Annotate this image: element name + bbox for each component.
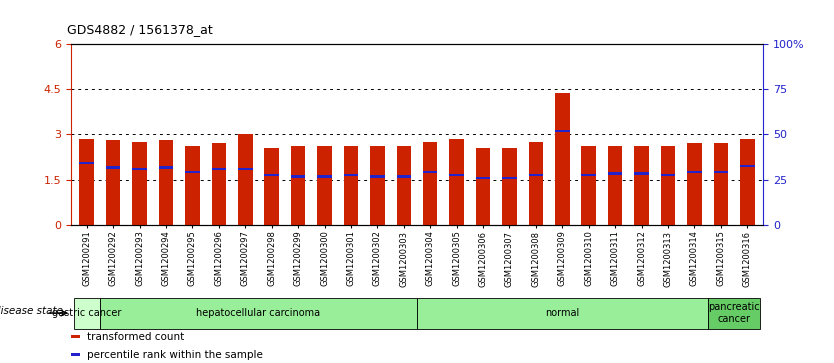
Text: disease state: disease state — [0, 306, 63, 316]
Bar — [100, 298, 417, 329]
Bar — [133, 168, 147, 170]
Bar — [344, 174, 359, 176]
Bar — [291, 175, 305, 178]
Bar — [475, 177, 490, 179]
Bar — [317, 175, 332, 178]
Bar — [185, 171, 199, 174]
Bar — [740, 165, 755, 167]
Bar — [396, 146, 411, 225]
Bar — [133, 142, 147, 225]
Text: percentile rank within the sample: percentile rank within the sample — [87, 350, 263, 359]
Bar — [707, 298, 761, 329]
Bar — [555, 130, 570, 132]
Bar — [423, 142, 438, 225]
Bar — [238, 168, 253, 170]
Text: GDS4882 / 1561378_at: GDS4882 / 1561378_at — [67, 23, 213, 36]
Bar — [502, 177, 517, 179]
Bar — [212, 143, 226, 225]
Bar — [185, 146, 199, 225]
Bar — [635, 172, 649, 175]
Bar — [661, 174, 676, 176]
Text: pancreatic
cancer: pancreatic cancer — [708, 302, 760, 324]
Text: hepatocellular carcinoma: hepatocellular carcinoma — [197, 308, 320, 318]
Bar — [635, 146, 649, 225]
Bar — [661, 146, 676, 225]
Bar — [106, 166, 120, 169]
Bar — [714, 143, 728, 225]
Bar — [417, 298, 707, 329]
Bar — [529, 174, 543, 176]
Bar — [212, 168, 226, 170]
Bar — [264, 148, 279, 225]
Bar — [158, 140, 173, 225]
Bar — [396, 175, 411, 178]
Text: transformed count: transformed count — [87, 331, 184, 342]
Bar — [608, 146, 622, 225]
Bar — [529, 142, 543, 225]
Bar — [608, 172, 622, 175]
Bar — [502, 148, 517, 225]
Bar — [740, 139, 755, 225]
Bar — [450, 174, 464, 176]
Bar — [73, 298, 100, 329]
Bar — [370, 146, 384, 225]
Bar — [450, 139, 464, 225]
Bar — [475, 148, 490, 225]
Bar — [317, 146, 332, 225]
Bar — [687, 171, 701, 174]
Bar — [370, 175, 384, 178]
Bar — [264, 174, 279, 176]
Bar — [71, 352, 80, 356]
Bar — [581, 174, 596, 176]
Text: gastric cancer: gastric cancer — [52, 308, 122, 318]
Text: normal: normal — [545, 308, 580, 318]
Bar — [79, 139, 94, 225]
Bar — [158, 166, 173, 169]
Bar — [71, 335, 80, 338]
Bar — [344, 146, 359, 225]
Bar — [423, 171, 438, 174]
Bar — [238, 134, 253, 225]
Bar — [291, 146, 305, 225]
Bar — [714, 171, 728, 174]
Bar — [555, 94, 570, 225]
Bar — [79, 162, 94, 164]
Bar — [581, 146, 596, 225]
Bar — [687, 143, 701, 225]
Bar — [106, 140, 120, 225]
